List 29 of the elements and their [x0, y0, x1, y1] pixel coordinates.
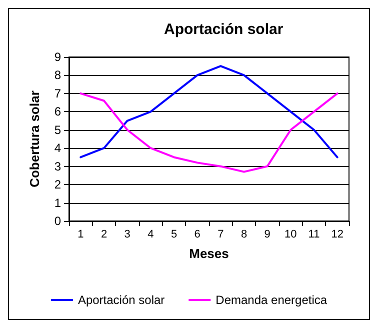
y-tick-label: 1 — [54, 196, 62, 210]
x-tick-label: 9 — [264, 228, 270, 240]
x-tick-label: 2 — [100, 228, 108, 240]
y-axis-title: Cobertura solar — [27, 90, 42, 188]
x-tick-label: 10 — [284, 228, 297, 240]
x-tick-label: 12 — [331, 228, 344, 240]
line-series — [80, 65, 338, 158]
legend-label: Aportación solar — [78, 293, 165, 307]
y-tick-label: 6 — [54, 104, 62, 119]
x-tick-label: 6 — [194, 228, 200, 240]
y-tick-label: 8 — [54, 68, 62, 82]
legend-label: Demanda energetica — [216, 293, 328, 307]
chart-title: Aportación solar — [164, 21, 284, 38]
y-tick-label: 4 — [54, 141, 62, 156]
y-tick-label: 9 — [54, 50, 62, 64]
x-tick-label: 4 — [148, 228, 154, 240]
x-tick-label: 8 — [240, 228, 248, 240]
x-tick-label: 3 — [124, 228, 130, 240]
line-series — [80, 92, 338, 173]
x-axis-title: Meses — [189, 246, 229, 261]
x-tick-label: 11 — [308, 228, 320, 240]
y-tick-label: 7 — [54, 86, 62, 100]
y-tick-label: 5 — [54, 122, 62, 137]
x-tick-label: 1 — [78, 228, 84, 240]
y-tick-label: 2 — [54, 178, 62, 192]
x-tick-label: 5 — [170, 228, 178, 240]
y-tick-label: 3 — [54, 159, 62, 174]
y-tick-label: 0 — [54, 214, 62, 228]
x-tick-label: 7 — [218, 228, 224, 240]
